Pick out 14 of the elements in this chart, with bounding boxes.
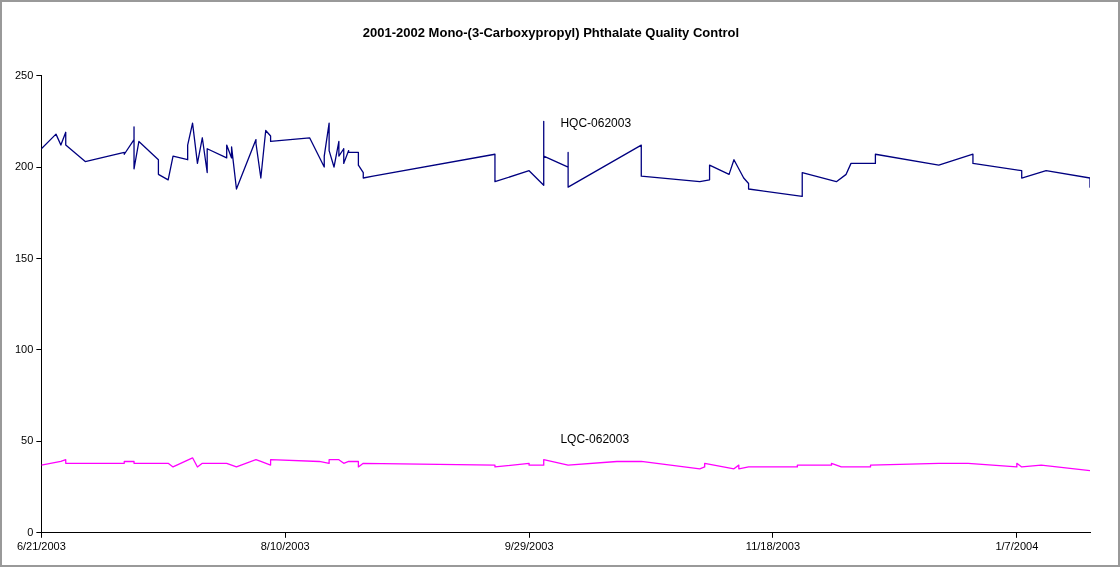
- series-label: LQC-062003: [560, 432, 630, 447]
- y-tick-label: 50: [21, 434, 34, 447]
- x-tick-label: 8/10/2003: [260, 540, 310, 553]
- y-tick-label: 200: [14, 160, 34, 173]
- x-tick-label: 11/18/2003: [745, 540, 801, 553]
- x-tick-label: 1/7/2004: [995, 540, 1039, 553]
- x-tick-label: 6/21/2003: [16, 540, 66, 553]
- x-tick-label: 9/29/2003: [504, 540, 554, 553]
- y-tick-label: 250: [14, 68, 34, 81]
- y-tick-label: 0: [27, 525, 34, 538]
- y-tick-label: 150: [14, 251, 34, 264]
- y-tick-label: 100: [14, 342, 34, 355]
- series-label: HQC-062003: [560, 115, 632, 130]
- chart-title: 2001-2002 Mono-(3-Carboxypropyl) Phthalate Quality Control: [362, 25, 740, 41]
